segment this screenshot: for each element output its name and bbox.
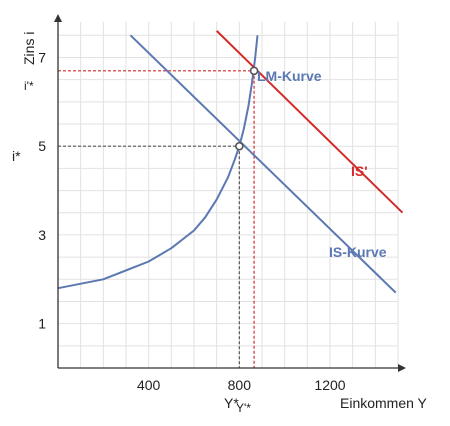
x-tick-label: 1200 xyxy=(314,377,345,393)
y-axis-arrow xyxy=(54,14,62,22)
lm-kurve-line xyxy=(57,35,259,290)
is-prime-curve-label: IS' xyxy=(351,163,368,179)
x-axis-title: Einkommen Y xyxy=(340,395,428,411)
y-axis-title: Zins i xyxy=(21,32,37,65)
x-tick-label: 400 xyxy=(137,377,161,393)
is-kurve-line xyxy=(129,34,397,294)
equilibrium-point xyxy=(249,66,259,76)
x-tick-label: 800 xyxy=(228,377,252,393)
reference-lines xyxy=(58,70,255,368)
x-axis-arrow xyxy=(398,364,406,372)
y-star-label: Y* xyxy=(224,395,239,411)
lm-curve-label: LM-Kurve xyxy=(257,68,322,84)
i-star-label: i* xyxy=(12,148,21,164)
equilibrium-point xyxy=(235,141,244,151)
y-tick-label: 1 xyxy=(38,316,46,332)
equilibrium-points xyxy=(235,66,259,151)
is-curve-label: IS-Kurve xyxy=(329,244,387,260)
tick-labels: 400 800 1200 1 3 5 7 xyxy=(38,49,346,393)
curves xyxy=(57,30,404,294)
y-tick-label: 7 xyxy=(38,49,46,65)
is-line xyxy=(216,30,404,214)
i-prime-star-label: i'* xyxy=(24,79,34,93)
grid xyxy=(58,22,399,368)
y-tick-label: 3 xyxy=(38,227,46,243)
axes xyxy=(54,14,406,372)
y-tick-label: 5 xyxy=(38,138,46,154)
y-prime-star-label: Y'* xyxy=(236,401,251,415)
